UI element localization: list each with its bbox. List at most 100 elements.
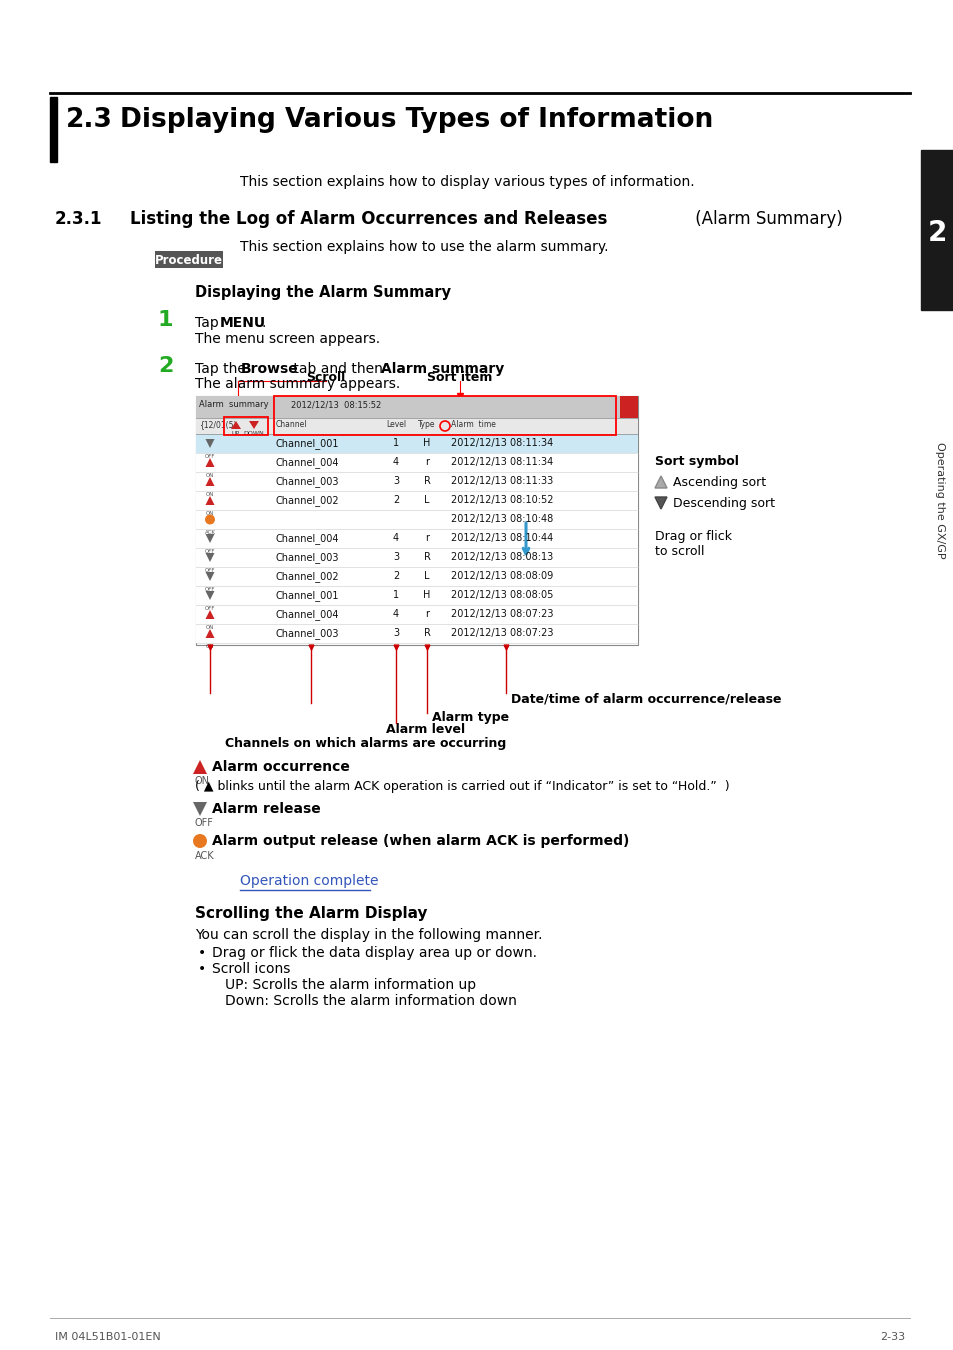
Text: The menu screen appears.: The menu screen appears. xyxy=(194,332,379,346)
Text: 2012/12/13 08:11:34: 2012/12/13 08:11:34 xyxy=(451,458,553,467)
Text: Ascending sort: Ascending sort xyxy=(672,477,765,489)
Text: Down: Scrolls the alarm information down: Down: Scrolls the alarm information down xyxy=(225,994,517,1008)
Bar xyxy=(195,454,638,472)
Text: DOWN: DOWN xyxy=(243,431,264,436)
Text: Channel_002: Channel_002 xyxy=(275,495,339,506)
Text: This section explains how to use the alarm summary.: This section explains how to use the ala… xyxy=(240,240,608,254)
Text: 2012/12/13 08:10:44: 2012/12/13 08:10:44 xyxy=(451,533,553,543)
Text: 3: 3 xyxy=(393,628,398,639)
Polygon shape xyxy=(205,495,214,505)
Polygon shape xyxy=(205,535,214,543)
Text: 2: 2 xyxy=(393,495,398,505)
Text: Level: Level xyxy=(386,420,406,429)
Text: Displaying the Alarm Summary: Displaying the Alarm Summary xyxy=(194,285,451,300)
Polygon shape xyxy=(205,591,214,599)
Text: Channel_003: Channel_003 xyxy=(275,628,339,639)
Text: (Alarm Summary): (Alarm Summary) xyxy=(689,211,841,228)
Circle shape xyxy=(205,514,214,525)
Text: 2: 2 xyxy=(393,571,398,580)
Polygon shape xyxy=(193,760,207,774)
Text: Alarm summary: Alarm summary xyxy=(380,362,504,377)
Text: Sort item: Sort item xyxy=(427,371,492,383)
Text: r: r xyxy=(424,609,429,620)
Text: MENU: MENU xyxy=(220,316,266,329)
Text: Displaying Various Types of Information: Displaying Various Types of Information xyxy=(120,107,713,134)
Text: UP: Scrolls the alarm information up: UP: Scrolls the alarm information up xyxy=(225,977,476,992)
Text: ACK: ACK xyxy=(204,531,215,535)
Text: 2012/12/13 08:08:13: 2012/12/13 08:08:13 xyxy=(451,552,553,562)
Text: Operating the GX/GP: Operating the GX/GP xyxy=(934,441,944,559)
Bar xyxy=(274,396,616,435)
Bar xyxy=(195,624,638,643)
Polygon shape xyxy=(655,477,666,487)
Text: OFF: OFF xyxy=(194,818,213,828)
Text: Sort symbol: Sort symbol xyxy=(655,455,739,468)
Bar xyxy=(195,396,638,418)
Polygon shape xyxy=(193,802,207,815)
Text: Date/time of alarm occurrence/release: Date/time of alarm occurrence/release xyxy=(511,693,781,706)
Text: The alarm summary appears.: The alarm summary appears. xyxy=(194,377,400,392)
Text: ON: ON xyxy=(194,776,210,786)
Text: 2.3: 2.3 xyxy=(66,107,112,134)
Text: Descending sort: Descending sort xyxy=(672,497,774,510)
Text: 1: 1 xyxy=(158,310,173,329)
Text: tab and then: tab and then xyxy=(289,362,387,377)
Text: Channel_004: Channel_004 xyxy=(275,533,339,544)
Text: •: • xyxy=(198,946,206,960)
Text: Scrolling the Alarm Display: Scrolling the Alarm Display xyxy=(194,906,427,921)
Polygon shape xyxy=(205,610,214,620)
Text: Alarm occurrence: Alarm occurrence xyxy=(212,760,350,774)
Text: ACK: ACK xyxy=(194,850,214,861)
Text: IM 04L51B01-01EN: IM 04L51B01-01EN xyxy=(55,1332,161,1342)
Polygon shape xyxy=(205,477,214,486)
Text: 1: 1 xyxy=(393,590,398,599)
Text: Drag or flick
to scroll: Drag or flick to scroll xyxy=(655,531,731,558)
Polygon shape xyxy=(249,421,258,429)
Text: 2012/12/13 08:10:52: 2012/12/13 08:10:52 xyxy=(451,495,553,505)
Polygon shape xyxy=(231,421,241,429)
Text: r: r xyxy=(424,533,429,543)
Text: L: L xyxy=(424,495,429,505)
Text: ON: ON xyxy=(206,512,214,516)
Text: r: r xyxy=(424,458,429,467)
Text: R: R xyxy=(423,477,430,486)
Text: Tap the: Tap the xyxy=(194,362,250,377)
Text: Alarm level: Alarm level xyxy=(386,724,465,736)
Text: Operation complete: Operation complete xyxy=(240,873,378,888)
Text: Channel_004: Channel_004 xyxy=(275,609,339,620)
Text: ON: ON xyxy=(206,491,214,497)
Text: .: . xyxy=(480,362,485,377)
Text: 3: 3 xyxy=(393,552,398,562)
Text: {12/01(5): {12/01(5) xyxy=(199,420,236,429)
Text: Alarm release: Alarm release xyxy=(212,802,320,815)
Text: 2: 2 xyxy=(926,219,945,247)
Text: You can scroll the display in the following manner.: You can scroll the display in the follow… xyxy=(194,927,542,942)
Text: 2012/12/13 08:08:05: 2012/12/13 08:08:05 xyxy=(451,590,553,599)
Polygon shape xyxy=(205,629,214,639)
Text: 2012/12/13 08:07:23: 2012/12/13 08:07:23 xyxy=(451,609,553,620)
Bar xyxy=(195,605,638,624)
Text: 1: 1 xyxy=(393,437,398,448)
Text: UP: UP xyxy=(232,431,240,436)
Text: Alarm  time: Alarm time xyxy=(451,420,496,429)
Text: This section explains how to display various types of information.: This section explains how to display var… xyxy=(240,176,694,189)
Bar xyxy=(195,418,638,433)
Text: L: L xyxy=(424,571,429,580)
Text: Channel_001: Channel_001 xyxy=(275,437,339,450)
Bar xyxy=(195,567,638,586)
Text: •: • xyxy=(198,963,206,976)
Bar xyxy=(50,97,57,162)
Bar xyxy=(195,586,638,605)
Text: Channel: Channel xyxy=(275,420,307,429)
Bar xyxy=(195,472,638,491)
Text: 3: 3 xyxy=(393,477,398,486)
Text: OFF: OFF xyxy=(205,454,215,459)
Text: 2012/12/13 08:11:34: 2012/12/13 08:11:34 xyxy=(451,437,553,448)
Polygon shape xyxy=(205,439,214,448)
Circle shape xyxy=(193,834,207,848)
Text: H: H xyxy=(423,590,430,599)
Text: 2-33: 2-33 xyxy=(879,1332,904,1342)
Text: Alarm output release (when alarm ACK is performed): Alarm output release (when alarm ACK is … xyxy=(212,834,629,848)
Text: 4: 4 xyxy=(393,533,398,543)
Text: Channels on which alarms are occurring: Channels on which alarms are occurring xyxy=(225,737,506,751)
